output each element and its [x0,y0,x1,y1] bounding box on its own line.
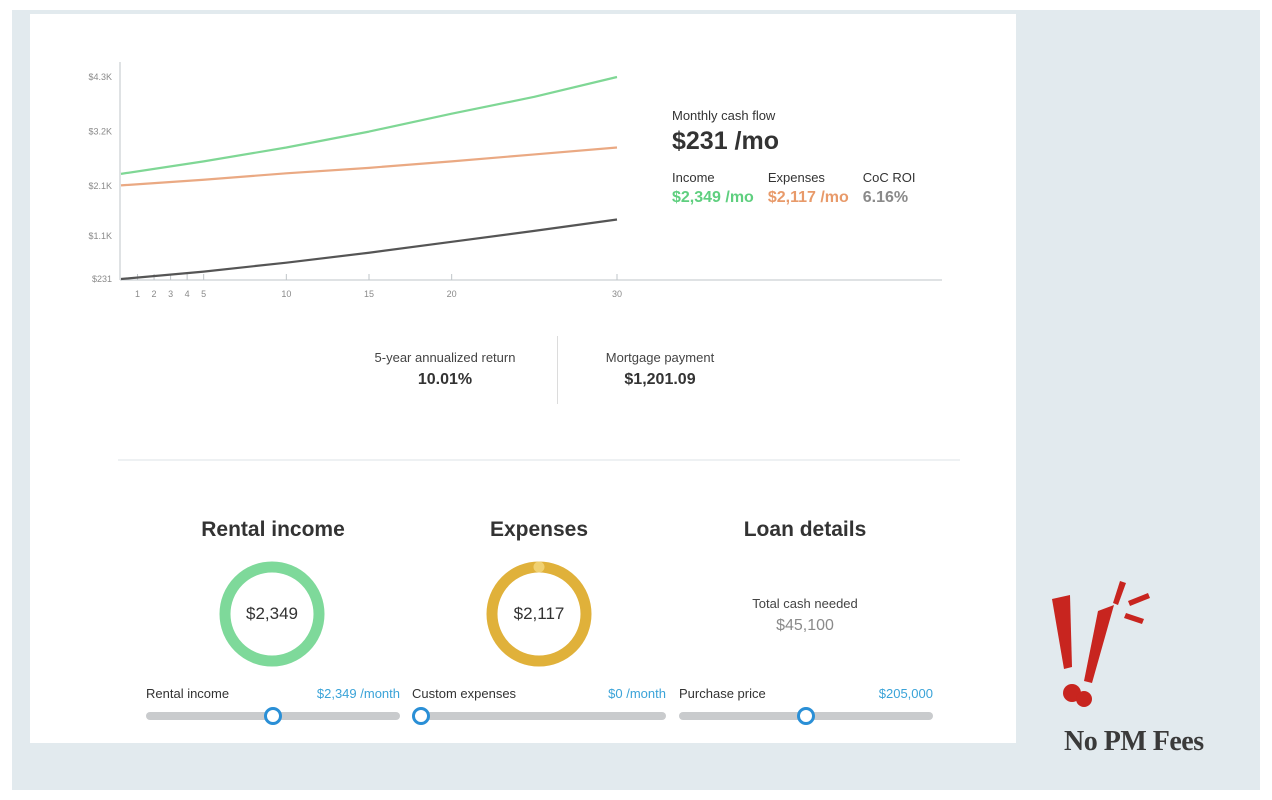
expenses-ring: $2,117 [485,560,593,668]
x-tick-label: 10 [281,289,291,299]
rental-ring-circle [219,561,325,667]
x-tick-label: 4 [185,289,190,299]
rental-ring-value: $2,349 [246,604,298,623]
annualized-return-label: 5-year annualized return [374,350,516,365]
expenses-metric: Expenses $2,117 /mo [768,170,849,207]
rental-slider-label: Rental income [146,686,230,701]
metrics-row: Income $2,349 /mo Expenses $2,117 /mo Co… [672,170,972,207]
rental-income-title: Rental income [148,518,398,542]
expenses-slider-track[interactable] [412,707,666,725]
series-line-income [120,75,618,175]
expenses-slider-header: Custom expenses $0 /month [412,686,666,701]
expenses-title: Expenses [414,518,664,542]
y-tick-label: $231 [92,274,112,284]
loan-details-heading: Loan details [743,518,867,541]
monthly-cash-flow-label: Monthly cash flow [672,108,776,123]
price-slider-header: Purchase price $205,000 [679,686,933,701]
exclamation-logo-icon [1052,581,1150,707]
price-slider-handle[interactable] [797,707,815,725]
purchase-price-slider: Purchase price $205,000 [679,686,933,725]
expenses-ring-graphic [486,561,592,667]
x-tick-label: 30 [612,289,622,299]
kpi-divider [557,336,558,404]
section-divider [118,459,960,461]
series-line-cash-flow [120,218,618,281]
price-slider-value: $205,000 [878,686,933,701]
calculator-card: $231 $1.1K $2.1K $3.2K $4.3K 1 2 3 4 5 10 15 20 30 Mo… [30,14,1016,743]
income-label: Income [672,170,715,185]
x-tick-label: 15 [364,289,374,299]
no-pm-fees-tagline: No PM Fees [1064,726,1204,757]
income-metric: Income $2,349 /mo [672,170,754,207]
roi-label: CoC ROI [862,170,916,185]
loan-details-title: Loan details [680,518,930,542]
annualized-return-value: 10.01% [417,371,473,388]
x-tick-label: 5 [201,289,206,299]
rental-ring-graphic [219,561,325,667]
custom-expenses-slider: Custom expenses $0 /month [412,686,666,725]
expenses-ring-value: $2,117 [513,604,565,623]
rental-income-ring: $2,349 [218,560,326,668]
rental-slider-handle[interactable] [264,707,282,725]
price-slider-track[interactable] [679,707,933,725]
expenses-ring-marker [533,561,545,573]
y-tick-label: $3.2K [88,127,112,137]
total-cash-needed-label: Total cash needed [752,596,858,611]
series-line-expenses [120,146,618,187]
expenses-heading: Expenses [489,518,589,541]
mortgage-payment-label: Mortgage payment [605,350,715,365]
roi-metric: CoC ROI 6.16% [863,170,916,207]
rental-slider-track[interactable] [146,707,400,725]
x-tick-label: 20 [447,289,457,299]
total-cash-needed: Total cash needed $45,100 [700,596,910,635]
expenses-slider-label: Custom expenses [412,686,517,701]
income-value: $2,349 /mo [672,189,754,206]
cash-flow-summary: Monthly cash flow $231 /mo Income $2,349… [672,108,972,207]
total-cash-needed-value: $45,100 [776,617,834,634]
mortgage-payment: Mortgage payment $1,201.09 [570,350,750,389]
expenses-slider-value: $0 /month [608,686,666,701]
expenses-value: $2,117 /mo [767,189,849,206]
y-tick-label: $1.1K [88,231,112,241]
monthly-cash-flow-value: $231 /mo [672,127,780,155]
kpi-row: 5-year annualized return 10.01% Mortgage… [340,336,780,416]
rental-income-heading: Rental income [201,518,345,541]
rental-slider-value: $2,349 /month [316,686,400,701]
roi-value: 6.16% [862,189,909,206]
rental-slider-header: Rental income $2,349 /month [146,686,400,701]
y-tick-label: $2.1K [88,181,112,191]
price-slider-label: Purchase price [679,686,766,701]
x-tick-label: 2 [152,289,157,299]
mortgage-payment-value: $1,201.09 [624,371,696,388]
cash-flow-chart: $231 $1.1K $2.1K $3.2K $4.3K 1 2 3 4 5 10 15 20 30 [88,62,942,299]
x-tick-label: 1 [135,289,140,299]
x-tick-label: 3 [168,289,173,299]
y-tick-label: $4.3K [88,72,112,82]
expenses-label: Expenses [767,170,825,185]
expenses-slider-handle[interactable] [412,707,430,725]
annualized-return: 5-year annualized return 10.01% [340,350,550,389]
rental-income-slider: Rental income $2,349 /month [146,686,400,725]
